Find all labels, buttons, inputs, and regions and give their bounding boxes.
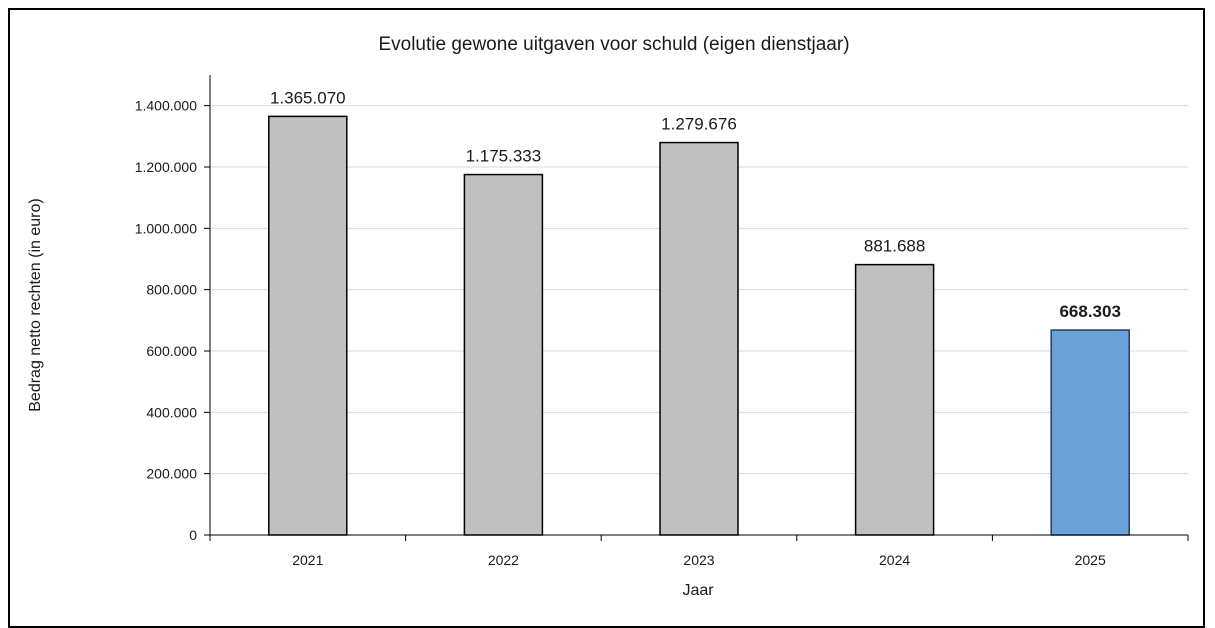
y-tick-label: 1.400.000 [135, 98, 197, 114]
bar-2022 [463, 173, 544, 536]
chart-title: Evolutie gewone uitgaven voor schuld (ei… [378, 34, 849, 55]
bar-2023 [659, 141, 739, 536]
y-tick-label: 600.000 [146, 343, 197, 359]
y-tick-label: 1.000.000 [135, 220, 197, 236]
y-tick-label: 200.000 [146, 466, 197, 482]
bars: 1.365.070 1.175.333 1.279.676 881.688 668.30… [268, 88, 1130, 536]
chart-frame [8, 8, 1205, 628]
x-tick-label: 2022 [488, 552, 519, 568]
x-axis-label: Jaar [682, 582, 714, 599]
data-label-2022: 1.175.333 [466, 147, 542, 166]
data-label-2025: 668.303 [1059, 302, 1120, 321]
y-tick-label: 400.000 [146, 404, 197, 420]
x-tick-label: 2025 [1075, 552, 1106, 568]
y-axis-label: Bedrag netto rechten (in euro) [27, 198, 44, 411]
x-axis: 2021 2022 2023 2024 2025 [209, 534, 1189, 568]
y-axis: 0 200.000 400.000 600.000 800.000 1.000.000 1.… [135, 75, 211, 543]
y-tick-label: 1.200.000 [135, 159, 197, 175]
data-label-2023: 1.279.676 [661, 115, 737, 134]
x-tick-label: 2023 [683, 552, 714, 568]
y-tick-label: 0 [189, 527, 197, 543]
data-label-2021: 1.365.070 [270, 88, 346, 107]
bar-2021 [268, 115, 348, 536]
bar-2024 [854, 263, 935, 536]
x-tick-label: 2024 [879, 552, 910, 568]
y-tick-label: 800.000 [146, 282, 197, 298]
data-label-2024: 881.688 [864, 237, 925, 256]
bar-2025 [1050, 329, 1130, 536]
x-tick-label: 2021 [292, 552, 323, 568]
